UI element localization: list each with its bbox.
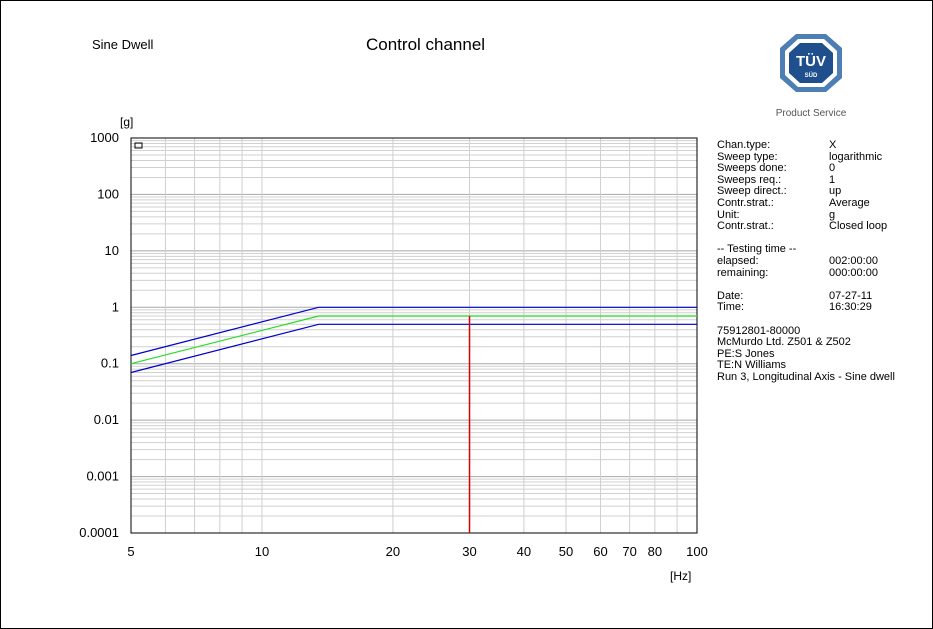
test-mode-label: Sine Dwell: [92, 37, 154, 52]
info-value: Closed loop: [829, 220, 888, 233]
y-tick-label: 0.01: [94, 412, 119, 427]
info-row: Contr.strat.: Closed loop: [717, 220, 895, 233]
plot-area: [130, 137, 698, 534]
series-layer: [130, 306, 697, 374]
y-tick-label: 0.0001: [79, 525, 119, 540]
info-row: remaining: 000:00:00: [717, 266, 895, 280]
info-value: 002:00:00: [829, 254, 878, 267]
info-row: Sweeps req.: 1: [717, 173, 895, 187]
info-key: Unit:: [717, 208, 740, 221]
info-row: Chan.type: X: [717, 139, 895, 152]
x-tick-label: 70: [622, 544, 636, 559]
grid-lines: [130, 138, 698, 534]
info-key: remaining:: [717, 266, 769, 279]
tick-labels: 5 10 20 30 40 50 60 70 80 100 0.0001 0.001 0.01 0.1 1 1…: [79, 130, 708, 559]
info-row: Contr.strat.: Average: [717, 196, 895, 210]
info-value: 07-27-11: [829, 289, 873, 302]
series-line-2: [130, 323, 697, 374]
info-key: Time:: [717, 301, 745, 314]
testing-time-list: elapsed: 002:00:00 remaining: 000:00:00: [717, 254, 895, 280]
info-value: up: [829, 185, 842, 198]
info-value: Average: [829, 196, 870, 209]
note-line: PE:S Jones: [717, 347, 775, 360]
info-row: Sweeps done: 0: [717, 162, 895, 175]
parameter-list: Chan.type: X Sweep type: logarithmic Sweeps …: [717, 139, 895, 233]
plot-corner-marker: [134, 142, 143, 149]
x-tick-label: 20: [386, 544, 400, 559]
series-line-1: [130, 315, 697, 365]
x-tick-label: 60: [593, 544, 607, 559]
x-tick-label: 80: [648, 544, 662, 559]
note-line: 75912801-80000: [717, 324, 801, 337]
info-key: Date:: [717, 289, 744, 302]
note-line: Run 3, Longitudinal Axis - Sine dwell: [717, 370, 895, 383]
info-row: elapsed: 002:00:00: [717, 254, 895, 268]
info-key: Sweeps done:: [717, 162, 787, 175]
series-line-0: [130, 306, 697, 357]
info-row: Date: 07-27-11: [717, 289, 895, 303]
info-row: Sweep direct.: up: [717, 186, 895, 198]
info-value: 16:30:29: [829, 301, 872, 314]
x-tick-label: 5: [127, 544, 134, 559]
logo-caption: Product Service: [775, 108, 847, 119]
date-time-list: Date: 07-27-11 Time: 16:30:29: [717, 289, 895, 314]
info-key: Sweep direct.:: [717, 185, 787, 198]
tuv-sud-logo: TÜV SÜD Product Service: [756, 28, 866, 123]
y-tick-label: 1: [112, 299, 119, 314]
x-tick-label: 50: [559, 544, 573, 559]
logo-sub-text: SÜD: [805, 72, 818, 79]
x-tick-label: 40: [517, 544, 531, 559]
x-tick-label: 30: [462, 544, 476, 559]
info-key: Chan.type:: [717, 139, 771, 151]
y-tick-label: 0.1: [101, 356, 119, 371]
x-tick-label: 100: [686, 544, 708, 559]
tuv-octagon-icon: TÜV SÜD: [780, 34, 842, 92]
x-axis-label: [Hz]: [670, 569, 691, 583]
y-tick-label: 100: [97, 186, 119, 201]
note-line: McMurdo Ltd. Z501 & Z502: [717, 336, 851, 349]
info-row: Unit: g: [717, 208, 895, 222]
info-value: 000:00:00: [829, 266, 878, 279]
test-info-panel: Chan.type: X Sweep type: logarithmic Sweeps …: [717, 139, 895, 384]
y-tick-label: 1000: [90, 130, 119, 145]
y-tick-label: 0.001: [86, 469, 119, 484]
info-value: X: [829, 139, 837, 151]
y-tick-label: 10: [105, 243, 119, 258]
info-key: Sweeps req.:: [717, 173, 782, 186]
info-key: elapsed:: [717, 254, 759, 267]
info-key: Contr.strat.:: [717, 220, 774, 233]
info-row: Sweep type: logarithmic: [717, 150, 895, 164]
test-notes: 75912801-80000 McMurdo Ltd. Z501 & Z502 PE…: [717, 324, 895, 384]
info-value: g: [829, 208, 836, 221]
y-axis-label: [g]: [120, 115, 133, 129]
info-row: Time: 16:30:29: [717, 302, 895, 314]
info-key: Sweep type:: [717, 150, 778, 163]
testing-time-header: -- Testing time --: [717, 243, 797, 256]
info-value: logarithmic: [829, 150, 883, 163]
chart-title: Control channel: [366, 35, 486, 54]
note-line: TE:N Williams: [717, 359, 787, 372]
logo-mark-text: TÜV: [796, 53, 826, 70]
info-value: 0: [829, 162, 836, 175]
info-key: Contr.strat.:: [717, 196, 774, 209]
x-tick-label: 10: [255, 544, 269, 559]
info-value: 1: [829, 173, 836, 186]
